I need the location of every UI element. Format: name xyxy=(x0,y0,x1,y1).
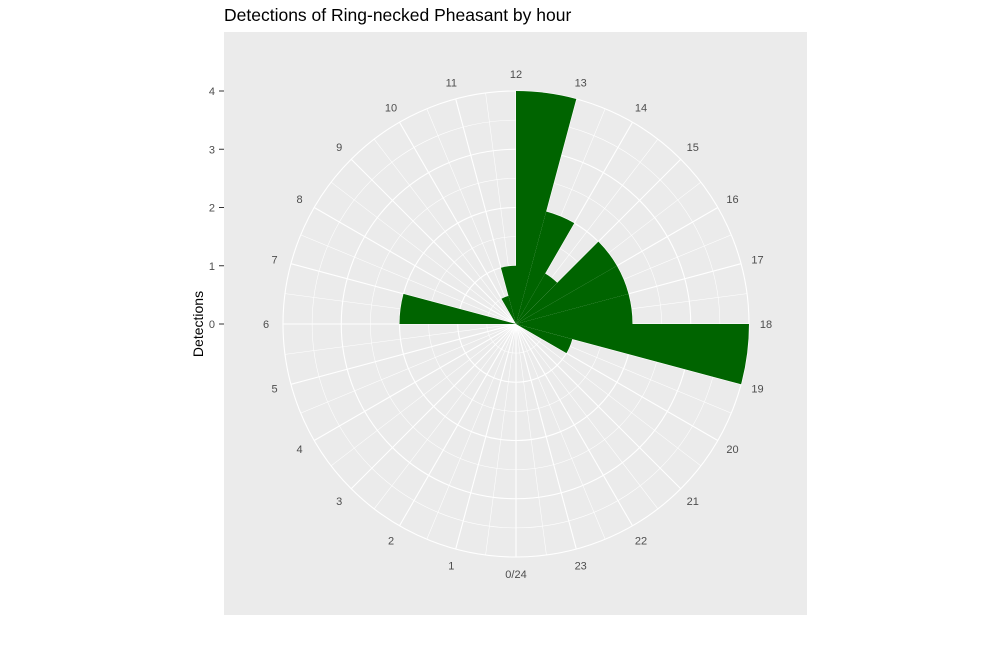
hour-tick-label: 15 xyxy=(687,142,699,154)
chart-title: Detections of Ring-necked Pheasant by ho… xyxy=(224,5,571,25)
hour-tick-label: 9 xyxy=(336,142,342,154)
hour-tick-label: 20 xyxy=(726,444,738,456)
grid-spoke xyxy=(350,158,517,325)
hour-tick-label: 7 xyxy=(271,254,277,266)
grid-spoke xyxy=(350,323,517,490)
hour-tick-label: 13 xyxy=(575,78,587,90)
grid-spoke xyxy=(330,323,517,467)
hour-tick-label: 22 xyxy=(635,536,647,548)
hour-tick-label: 0/24 xyxy=(505,569,526,581)
bar-hour-11 xyxy=(500,265,516,324)
grid-spoke xyxy=(426,108,517,325)
y-tick-label: 2 xyxy=(209,203,215,215)
grid-spoke xyxy=(515,323,633,527)
grid-spoke xyxy=(399,323,517,527)
grid-spoke xyxy=(515,323,577,550)
hour-tick-label: 6 xyxy=(263,319,269,331)
bar-hour-6 xyxy=(399,293,516,324)
y-tick-label: 1 xyxy=(209,261,215,273)
grid-spoke xyxy=(313,323,517,441)
grid-spoke xyxy=(515,323,702,467)
bar-hour-12 xyxy=(516,91,577,324)
grid-spoke xyxy=(300,323,517,414)
hour-tick-label: 11 xyxy=(446,78,457,90)
hour-tick-label: 19 xyxy=(751,384,763,396)
y-tick-label: 3 xyxy=(209,144,215,156)
y-axis: 0 1 2 3 4 xyxy=(209,86,224,331)
grid-spoke xyxy=(330,181,517,325)
grid-spoke xyxy=(373,323,517,510)
grid-spoke xyxy=(290,323,517,385)
grid-spoke xyxy=(284,323,517,355)
hour-tick-label: 5 xyxy=(271,384,277,396)
hour-tick-label: 16 xyxy=(726,194,738,206)
grid-spoke xyxy=(290,263,517,325)
y-tick-label: 4 xyxy=(209,86,215,98)
hour-tick-label: 23 xyxy=(575,561,587,573)
bar-hour-10 xyxy=(501,295,516,324)
hour-tick-label: 10 xyxy=(385,103,397,115)
grid-spoke xyxy=(426,323,517,540)
bar-hour-18 xyxy=(516,324,749,385)
bars xyxy=(399,91,749,385)
grid-spoke xyxy=(515,323,682,490)
hour-tick-label: 12 xyxy=(510,69,522,81)
y-tick-label: 0 xyxy=(209,319,215,331)
grid-spoke xyxy=(313,207,517,325)
bar-hour-16 xyxy=(516,265,629,324)
grid-spoke xyxy=(485,323,517,556)
bar-hour-17 xyxy=(516,293,633,324)
grid-spoke xyxy=(300,234,517,325)
grid-spoke xyxy=(455,323,517,550)
hour-tick-label: 18 xyxy=(760,319,772,331)
y-axis-title: Detections xyxy=(190,291,206,357)
hour-tick-label: 17 xyxy=(751,254,763,266)
hour-tick-label: 14 xyxy=(635,103,647,115)
hour-tick-label: 8 xyxy=(296,194,302,206)
bar-hour-15 xyxy=(516,241,617,324)
hour-tick-label: 1 xyxy=(448,561,454,573)
bar-hour-13 xyxy=(516,211,575,324)
grid-spoke xyxy=(515,323,547,556)
bar-hour-19 xyxy=(516,324,573,354)
bar-hour-14 xyxy=(516,273,558,324)
hour-tick-label: 4 xyxy=(296,444,302,456)
grid-spoke xyxy=(515,323,742,385)
hour-tick-label: 3 xyxy=(336,496,342,508)
grid-spoke xyxy=(515,323,659,510)
grid-spoke xyxy=(373,138,517,325)
hour-tick-label: 21 xyxy=(687,496,699,508)
grid-spoke xyxy=(515,323,606,540)
hour-labels: 0/24123456789101112131415161718192021222… xyxy=(263,69,772,581)
grid-spoke xyxy=(399,121,517,325)
hour-tick-label: 2 xyxy=(388,536,394,548)
